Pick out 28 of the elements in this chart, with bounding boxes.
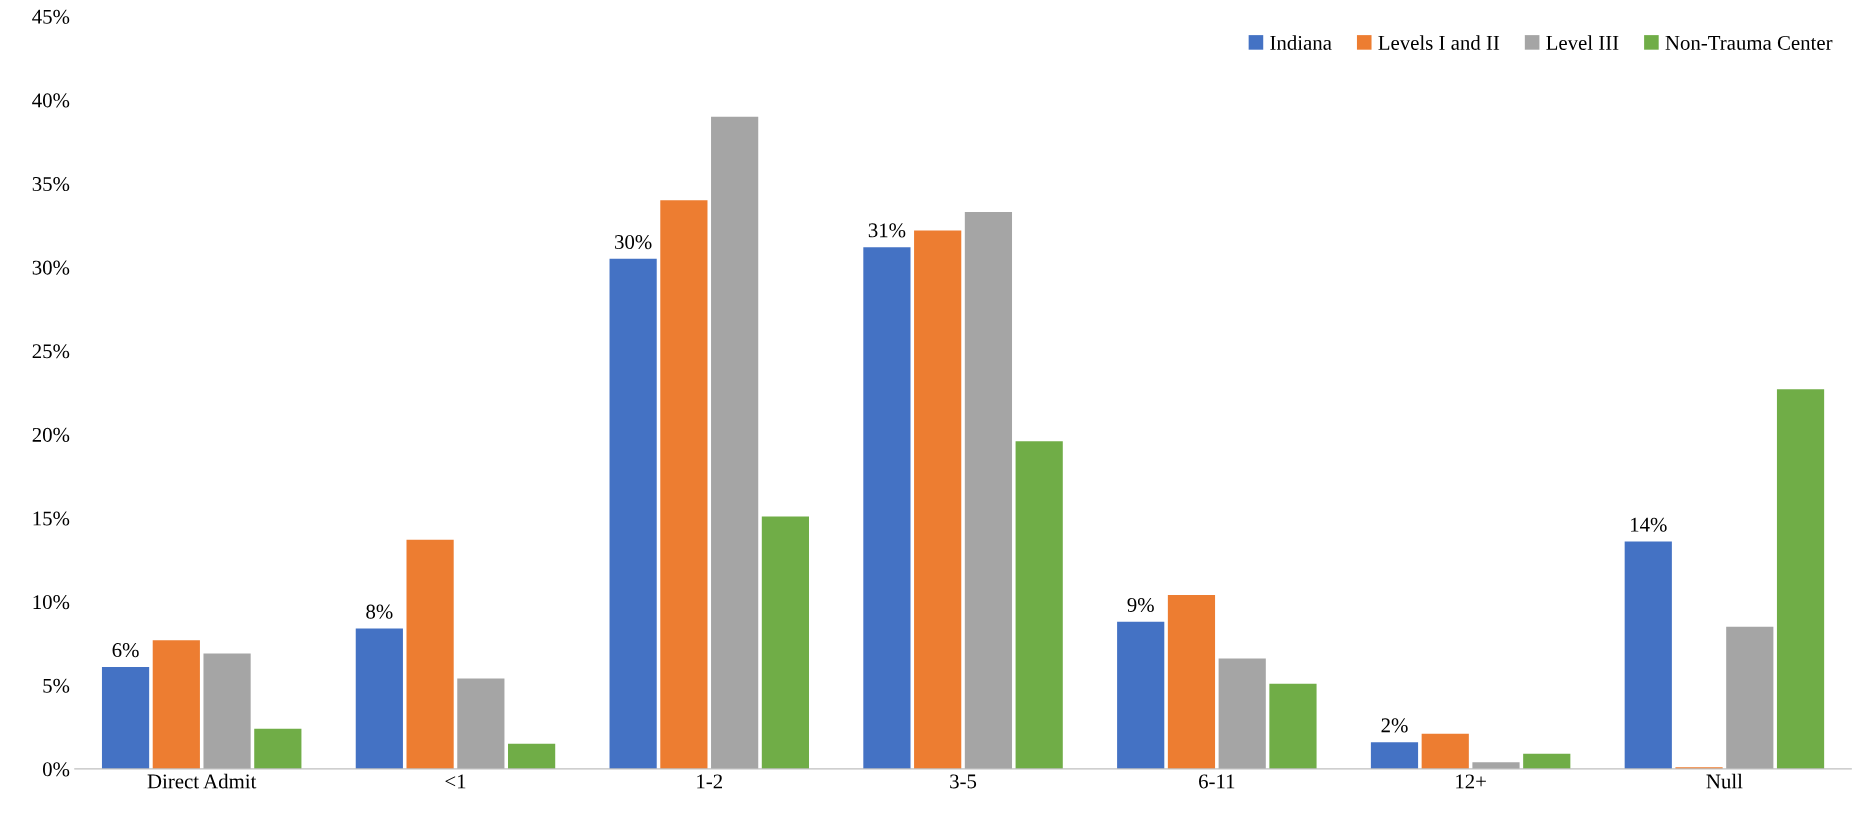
y-tick-label: 0% [42,762,70,777]
y-tick-label: 45% [32,9,70,24]
data-label: 2% [1381,718,1408,733]
legend-label: Level III [1546,35,1619,50]
x-tick-label: <1 [445,774,466,789]
legend-label: Indiana [1270,35,1332,50]
x-tick-label: 3-5 [950,774,977,789]
legend-label: Non-Trauma Center [1665,35,1833,50]
x-tick-label: Direct Admit [147,773,257,789]
x-tick-label: 1-2 [697,774,722,789]
y-tick-label: 40% [32,93,70,108]
data-label: 30% [615,235,652,250]
data-label: 8% [366,604,393,619]
y-tick-label: 5% [43,678,70,693]
x-tick-label: 6-11 [1199,774,1235,789]
data-label: 31% [868,223,906,238]
data-label: 6% [112,643,139,658]
y-tick-label: 20% [32,427,70,442]
y-tick-label: 25% [32,344,70,359]
y-tick-label: 35% [32,176,70,192]
data-label: 14% [1631,517,1667,532]
y-tick-label: 10% [33,595,70,610]
y-tick-label: 15% [33,511,70,526]
x-tick-label: 12+ [1456,774,1486,789]
legend-label: Levels I and II [1378,35,1500,50]
x-tick-label: Null [1706,773,1743,789]
data-label: 9% [1127,597,1154,613]
y-tick-label: 30% [32,260,70,275]
